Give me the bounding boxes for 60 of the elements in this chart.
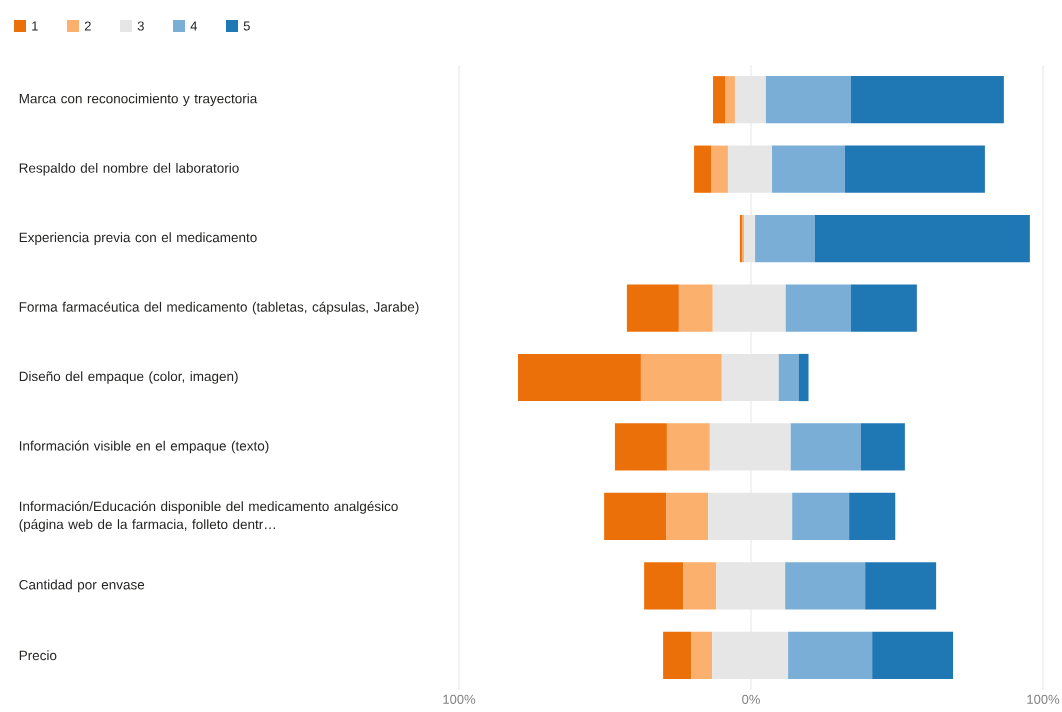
legend-label: 5 xyxy=(243,21,250,31)
bar xyxy=(716,562,786,610)
bar xyxy=(814,215,1030,263)
bar xyxy=(850,76,1004,124)
legend-label: 4 xyxy=(190,21,198,31)
bar xyxy=(691,631,713,679)
bar xyxy=(640,353,722,402)
bar xyxy=(663,631,692,679)
bar xyxy=(772,145,846,193)
bar xyxy=(683,562,717,610)
y-tick-label: Marca con reconocimiento y trayectoria xyxy=(19,93,258,107)
bar xyxy=(727,145,773,193)
y-tick-label: Información/Educación disponible del medicamento analgésico (página web de la farmacia, folleto dentr… xyxy=(19,501,398,532)
bar xyxy=(734,76,766,124)
legend-label: 3 xyxy=(137,21,144,31)
bar xyxy=(744,215,756,263)
bar xyxy=(614,423,667,471)
bar xyxy=(666,423,710,471)
bar xyxy=(845,145,985,193)
bar xyxy=(788,631,873,679)
bar xyxy=(765,76,851,124)
x-tick-label: 100% xyxy=(443,694,476,704)
bar xyxy=(694,145,711,193)
bar xyxy=(721,353,779,402)
legend-label: 2 xyxy=(84,21,91,31)
bar xyxy=(755,215,815,263)
bar xyxy=(725,76,735,124)
bar xyxy=(860,423,905,471)
bar xyxy=(709,423,791,471)
y-tick-label: Diseño del empaque (color, imagen) xyxy=(19,371,238,384)
legend-label: 1 xyxy=(32,21,38,31)
bar xyxy=(708,492,793,541)
bar xyxy=(792,492,850,541)
bar xyxy=(872,631,954,679)
x-tick-label: 0% xyxy=(742,694,760,704)
bar xyxy=(712,631,789,679)
x-tick-label: 100% xyxy=(1027,694,1060,704)
y-tick-label: Experiencia previa con el medicamento xyxy=(19,232,257,245)
bar xyxy=(517,353,641,402)
y-tick-label: Forma farmacéutica del medicamento (tabletas, cápsulas, Jarabe) xyxy=(19,301,419,315)
bar xyxy=(798,353,809,402)
bar xyxy=(626,284,679,332)
bar xyxy=(666,492,709,541)
bar xyxy=(849,492,896,541)
bar xyxy=(785,284,851,332)
bar xyxy=(785,562,866,610)
y-tick-label: Respaldo del nombre del laboratorio xyxy=(19,162,239,176)
y-tick-label: Precio xyxy=(19,650,57,661)
bar xyxy=(713,76,726,124)
bar xyxy=(644,562,684,610)
bar xyxy=(604,492,667,541)
bar xyxy=(711,145,728,193)
bar xyxy=(865,562,937,610)
y-tick-label: Cantidad por envase xyxy=(19,579,145,593)
bar xyxy=(678,284,713,332)
bar xyxy=(790,423,861,471)
bar xyxy=(712,284,786,332)
bar xyxy=(850,284,917,332)
y-tick-label: Información visible en el empaque (texto) xyxy=(19,440,269,454)
bar xyxy=(778,353,799,402)
